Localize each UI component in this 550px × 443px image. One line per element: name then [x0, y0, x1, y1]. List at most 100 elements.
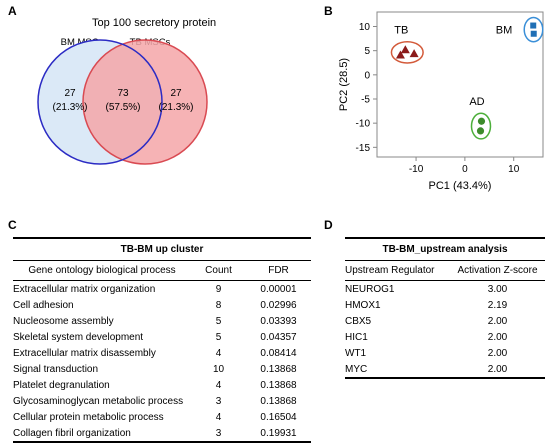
pca-point-tb	[395, 50, 405, 59]
table-row: Collagen fibril organization 3 0.19931	[13, 425, 311, 442]
go-table-container: TB-BM up cluster Gene ontology biologica…	[13, 237, 311, 443]
table-row: Glycosaminoglycan metabolic process 3 0.13…	[13, 393, 311, 409]
pca-group-label-tb: TB	[394, 25, 408, 37]
go-count-cell: 4	[215, 347, 222, 359]
go-process-cell: Cell adhesion	[13, 299, 74, 311]
table-row: NEUROG1 3.00	[345, 281, 545, 298]
venn-right-pct: (21.3%)	[158, 102, 193, 113]
table-row: Skeletal system development 5 0.04357	[13, 329, 311, 345]
go-count-cell: 4	[215, 379, 222, 391]
go-fdr-cell: 0.19931	[260, 427, 297, 439]
pca-y-tick-label: 0	[364, 70, 370, 81]
go-process-cell: Platelet degranulation	[13, 379, 110, 391]
go-process-cell: Skeletal system development	[13, 331, 144, 343]
pca-x-tick-label: 0	[462, 164, 468, 175]
pca-x-tick-label: 10	[508, 164, 520, 175]
upstream-regulator-cell: WT1	[345, 347, 367, 359]
go-header-fdr: FDR	[268, 264, 289, 276]
go-count-cell: 4	[215, 411, 222, 423]
upstream-zscore-cell: 3.00	[487, 283, 508, 295]
panel-label-b: B	[324, 4, 333, 18]
go-fdr-cell: 0.13868	[260, 395, 297, 407]
upstream-zscore-cell: 2.00	[487, 363, 508, 375]
venn-overlap-count: 73	[117, 88, 129, 99]
go-process-cell: Cellular protein metabolic process	[13, 411, 164, 423]
pca-point-bm	[530, 30, 537, 37]
table-row: Platelet degranulation 4 0.13868	[13, 377, 311, 393]
go-fdr-cell: 0.08414	[260, 347, 297, 359]
go-process-cell: Extracellular matrix disassembly	[13, 347, 156, 359]
go-process-cell: Signal transduction	[13, 363, 99, 375]
pca-y-tick-label: -5	[361, 95, 370, 106]
go-fdr-cell: 0.02996	[260, 299, 297, 311]
go-table-title: TB-BM up cluster	[120, 243, 204, 255]
table-row: Extracellular matrix disassembly 4 0.08414	[13, 345, 311, 361]
go-count-cell: 9	[215, 283, 222, 295]
panel-label-d: D	[324, 218, 333, 232]
pca-plot-frame	[376, 11, 544, 158]
venn-right-count: 27	[170, 88, 182, 99]
go-count-cell: 3	[215, 395, 222, 407]
pca-point-bm	[530, 22, 537, 29]
go-count-cell: 5	[215, 315, 222, 327]
go-fdr-cell: 0.13868	[260, 379, 297, 391]
pca-point-tb	[400, 45, 410, 54]
go-process-cell: Collagen fibril organization	[13, 427, 131, 439]
table-row: MYC 2.00	[345, 361, 545, 378]
upstream-table: TB-BM_upstream analysis Upstream Regulat…	[345, 237, 545, 379]
pca-y-tick-label: -10	[356, 119, 371, 130]
go-fdr-cell: 0.16504	[260, 411, 297, 423]
upstream-zscore-cell: 2.00	[487, 331, 508, 343]
venn-title: Top 100 secretory protein	[92, 17, 216, 29]
table-row: HMOX1 2.19	[345, 297, 545, 313]
panel-label-a: A	[8, 4, 17, 18]
go-fdr-cell: 0.04357	[260, 331, 297, 343]
upstream-regulator-cell: HMOX1	[345, 299, 381, 311]
go-fdr-cell: 0.03393	[260, 315, 297, 327]
upstream-table-container: TB-BM_upstream analysis Upstream Regulat…	[345, 237, 545, 379]
go-fdr-cell: 0.13868	[260, 363, 297, 375]
pca-x-tick-label: -10	[409, 164, 424, 175]
go-process-cell: Glycosaminoglycan metabolic process	[13, 395, 184, 407]
pca-point-tb	[409, 49, 419, 58]
upstream-header-regulator: Upstream Regulator	[345, 264, 435, 276]
upstream-table-title: TB-BM_upstream analysis	[382, 243, 508, 255]
go-fdr-cell: 0.00001	[260, 283, 297, 295]
pca-ellipse-ad	[470, 112, 492, 140]
upstream-regulator-cell: MYC	[345, 363, 368, 375]
table-row: Nucleosome assembly 5 0.03393	[13, 313, 311, 329]
go-header-process: Gene ontology biological process	[28, 264, 176, 276]
pca-point-ad	[476, 127, 485, 135]
table-row: Signal transduction 10 0.13868	[13, 361, 311, 377]
pca-group-label-ad: AD	[469, 96, 484, 108]
table-row: Cellular protein metabolic process 4 0.165…	[13, 409, 311, 425]
table-row: Cell adhesion 8 0.02996	[13, 297, 311, 313]
venn-left-pct: (21.3%)	[52, 102, 87, 113]
table-row: Extracellular matrix organization 9 0.0000…	[13, 281, 311, 298]
go-count-cell: 8	[215, 299, 222, 311]
panel-label-c: C	[8, 218, 17, 232]
venn-left-count: 27	[64, 88, 76, 99]
go-count-cell: 3	[215, 427, 222, 439]
upstream-zscore-cell: 2.19	[487, 299, 508, 311]
upstream-zscore-cell: 2.00	[487, 347, 508, 359]
go-header-count: Count	[205, 264, 232, 276]
pca-ellipse-tb	[390, 40, 424, 64]
venn-diagram: Top 100 secretory protein BM MSCs TB MSC…	[37, 17, 216, 165]
table-row: CBX5 2.00	[345, 313, 545, 329]
table-row: WT1 2.00	[345, 345, 545, 361]
upstream-header-zscore: Activation Z-score	[457, 264, 538, 276]
venn-circle-tb	[82, 39, 208, 165]
venn-overlap-pct: (57.5%)	[105, 102, 140, 113]
pca-ellipse-bm	[523, 16, 544, 43]
go-count-cell: 5	[215, 331, 222, 343]
upstream-zscore-cell: 2.00	[487, 315, 508, 327]
go-count-cell: 10	[212, 363, 225, 375]
go-table: TB-BM up cluster Gene ontology biologica…	[13, 237, 311, 443]
table-row: HIC1 2.00	[345, 329, 545, 345]
venn-circle-bm-outline	[37, 39, 163, 165]
pca-point-ad	[477, 117, 486, 125]
go-process-cell: Nucleosome assembly	[13, 315, 114, 327]
go-process-cell: Extracellular matrix organization	[13, 283, 156, 295]
pca-y-tick-label: 5	[364, 46, 370, 57]
